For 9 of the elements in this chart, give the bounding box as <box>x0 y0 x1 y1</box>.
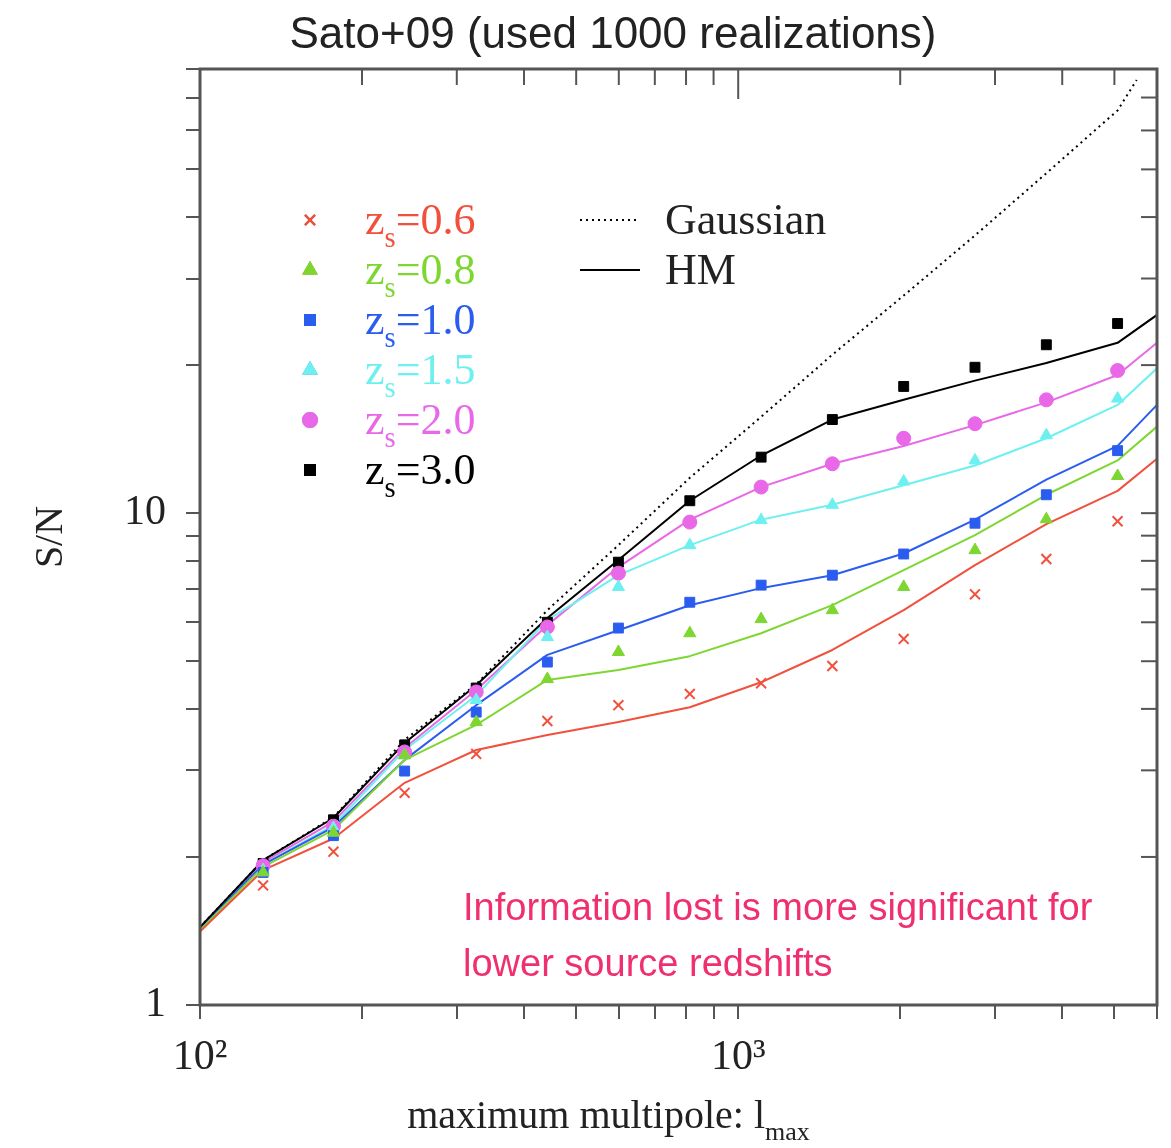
chart-title: Sato+09 (used 1000 realizations) <box>289 8 937 57</box>
y-axis-title: S/N <box>26 505 71 569</box>
annotation: Information lost is more significant for lower source redshifts <box>463 886 1093 984</box>
legend-label: Gaussian <box>665 195 827 244</box>
x-tick-label: 10³ <box>710 1032 766 1079</box>
y-tick-label: 1 <box>145 979 166 1026</box>
x-tick-label: 10² <box>172 1032 228 1079</box>
y-tick-label: 10 <box>124 487 166 534</box>
legend-label: HM <box>665 245 736 294</box>
